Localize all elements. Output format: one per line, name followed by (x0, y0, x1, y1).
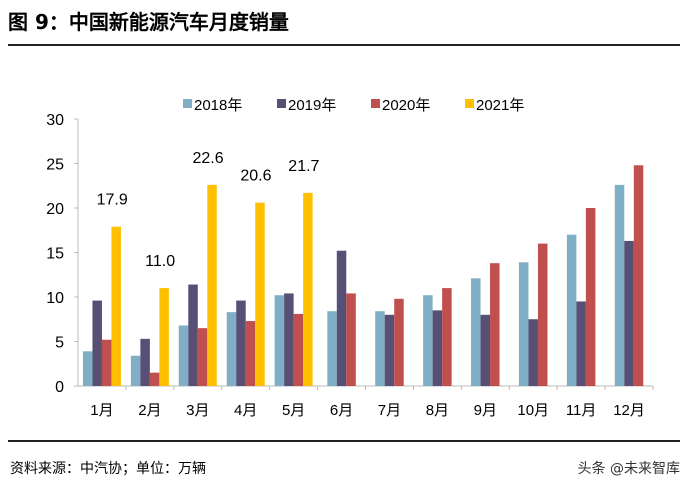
bar-2019年-6月 (336, 250, 347, 386)
legend-label: 2018年 (194, 97, 242, 114)
watermark: 头条 @未来智库 (577, 461, 680, 477)
y-tick-label: 25 (46, 157, 64, 174)
y-tick-label: 5 (55, 335, 64, 352)
y-tick-label: 30 (46, 112, 64, 129)
x-tick-label: 9月 (474, 402, 497, 419)
bar-2020年-7月 (394, 298, 404, 386)
bar-2021年-1月 (111, 226, 121, 386)
bar-2018年-2月 (130, 355, 141, 386)
x-tick-label: 1月 (90, 402, 113, 419)
bar-2018年-1月 (82, 351, 93, 386)
title-divider (8, 44, 680, 46)
x-tick-label: 7月 (378, 402, 401, 419)
bar-2019年-9月 (480, 314, 491, 386)
bar-2018年-8月 (423, 295, 433, 386)
bar-2021年-4月 (255, 202, 265, 386)
legend-label: 2021年 (476, 97, 524, 114)
footer-divider (8, 440, 680, 442)
bar-2021年-3月 (207, 184, 217, 386)
y-tick-label: 20 (46, 201, 64, 218)
bar-2018年-5月 (274, 295, 285, 386)
legend-swatch (465, 99, 474, 108)
data-label: 22.6 (192, 150, 223, 167)
bar-2020年-10月 (537, 243, 548, 386)
y-tick-label: 10 (46, 290, 64, 307)
bar-2018年-12月 (614, 184, 625, 386)
bar-2021年-5月 (303, 192, 313, 386)
legend-swatch (277, 99, 286, 108)
bar-2019年-4月 (236, 300, 246, 386)
x-tick-label: 12月 (613, 402, 645, 419)
bar-2021年-2月 (159, 288, 169, 386)
bar-2019年-10月 (528, 319, 538, 386)
bar-2020年-11月 (585, 208, 596, 386)
bar-2018年-9月 (471, 278, 481, 386)
bar-2020年-4月 (245, 321, 256, 386)
bar-2018年-11月 (566, 234, 577, 386)
x-tick-label: 3月 (186, 402, 209, 419)
x-tick-label: 10月 (517, 402, 549, 419)
bar-2020年-6月 (346, 293, 356, 386)
bar-2018年-7月 (375, 311, 385, 386)
bar-2019年-5月 (284, 293, 294, 386)
x-tick-label: 6月 (330, 402, 353, 419)
legend-swatch (371, 99, 380, 108)
bar-2019年-2月 (140, 338, 150, 386)
bar-2020年-3月 (197, 328, 208, 386)
x-tick-label: 2月 (138, 402, 161, 419)
figure-title: 图 9：中国新能源汽车月度销量 (8, 10, 289, 34)
bar-2020年-2月 (149, 372, 160, 386)
legend-label: 2019年 (288, 97, 336, 114)
data-label: 21.7 (288, 158, 319, 175)
data-label: 11.0 (145, 253, 175, 270)
bar-2019年-11月 (576, 301, 586, 386)
bar-2020年-12月 (633, 165, 644, 386)
bar-2019年-7月 (384, 314, 395, 386)
legend-label: 2020年 (382, 97, 430, 114)
legend-swatch (183, 99, 192, 108)
data-label: 17.9 (97, 192, 128, 209)
bar-2018年-3月 (178, 325, 189, 386)
x-tick-label: 5月 (282, 402, 305, 419)
x-tick-label: 4月 (234, 402, 257, 419)
bar-2018年-4月 (226, 312, 237, 386)
x-tick-label: 8月 (426, 402, 449, 419)
bar-2020年-8月 (442, 288, 452, 386)
bar-2019年-12月 (624, 240, 634, 386)
x-tick-label: 11月 (566, 402, 597, 419)
y-tick-label: 15 (46, 246, 64, 263)
bar-2019年-1月 (92, 300, 102, 386)
source-note: 资料来源：中汽协；单位：万辆 (10, 461, 206, 477)
bar-2020年-1月 (101, 339, 112, 386)
bar-2018年-6月 (327, 311, 337, 386)
data-label: 20.6 (240, 168, 271, 185)
bar-2019年-8月 (432, 310, 443, 386)
bar-2019年-3月 (188, 284, 198, 386)
bar-2020年-5月 (293, 313, 304, 386)
bar-2018年-10月 (518, 262, 529, 386)
bar-2020年-9月 (490, 263, 500, 386)
y-tick-label: 0 (55, 379, 64, 396)
